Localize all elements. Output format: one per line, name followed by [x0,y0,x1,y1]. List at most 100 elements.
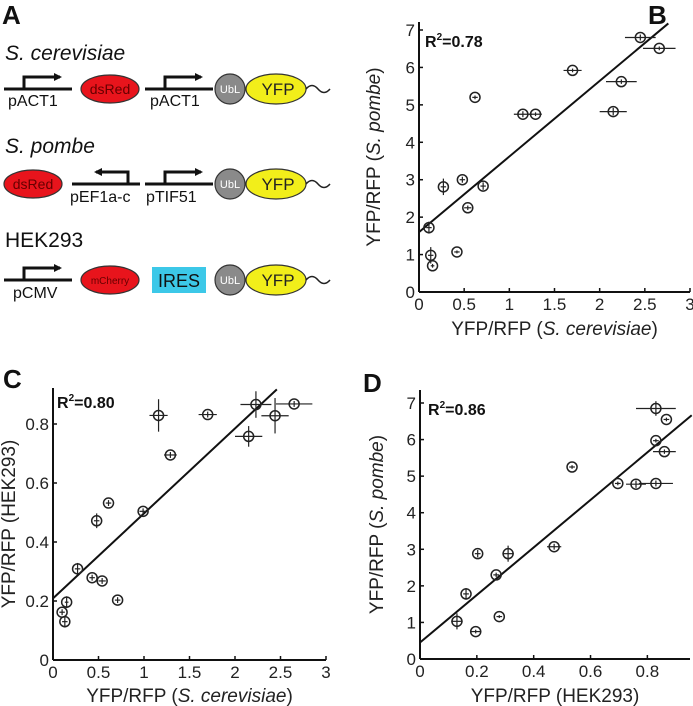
y-tick-label: 4 [407,504,416,523]
point-marker [269,409,281,422]
data-point [460,588,472,600]
y-tick-label: 6 [406,58,415,77]
ubl-icon [214,168,246,200]
degron-tail-icon [305,275,331,285]
y-axis-label: YFP/RFP (HEK293) [0,440,20,609]
label-part-italic: S. pombe [364,74,385,155]
data-point [462,202,474,214]
y-tick-label: 7 [406,21,415,40]
point-marker [137,505,149,518]
x-tick-label: 2 [230,663,239,682]
x-tick-label: 1.5 [543,295,567,314]
point-marker [612,477,624,490]
point-marker [660,413,673,426]
x-axis-label: YFP/RFP (S. cerevisiae) [86,686,293,706]
y-tick-label: 2 [406,208,415,227]
degron-tail-icon [305,84,331,94]
label-part: ) [651,319,657,340]
y-tick-label: 0 [406,283,415,302]
x-tick-label: 0.5 [452,295,476,314]
promoter-icon [145,73,213,91]
data-point [547,540,562,553]
tag-label: UbL [220,179,240,191]
y-tick-label: 6 [407,431,416,450]
point-marker [152,409,165,422]
data-point [111,594,124,606]
x-tick-label: 2.5 [633,295,657,314]
fluor-label: YFP [261,271,294,290]
point-marker [460,588,472,600]
data-point [566,461,578,473]
data-point [198,408,217,421]
point-marker [517,108,529,120]
data-point [502,545,514,562]
data-point [90,513,103,529]
data-point [477,180,489,192]
promoter-label: pACT1 [150,93,200,110]
ubl-icon [214,73,246,105]
data-point [456,173,469,186]
point-marker [250,398,262,411]
x-tick-label: 0.5 [87,663,111,682]
tag-label: UbL [220,275,240,287]
point-marker [71,563,84,575]
y-tick-label: 0.8 [25,415,49,434]
point-marker [469,91,481,104]
y-axis-label: YFP/RFP (S. pombe) [364,67,385,246]
r-squared-label: R2=0.86 [428,400,486,419]
y-tick-label: 2 [407,577,416,596]
tag-label: UbL [220,84,240,96]
label-part: ) [286,686,292,706]
fluor-label: YFP [261,80,294,99]
label-part: YFP/RFP ( [367,522,388,614]
data-point [493,610,506,623]
point-marker [423,221,435,234]
data-point [451,613,463,630]
x-tick-label: 2.5 [269,663,293,682]
data-point [605,75,637,88]
point-marker [634,31,647,44]
data-point [469,625,482,638]
panel-a: A S. cerevisiae pACT1 dsRed pACT1 UbL YF… [2,0,331,302]
data-point [235,426,263,447]
x-tick-label: 0 [415,662,424,681]
label-part: YFP/RFP ( [451,319,543,340]
ires-box [152,267,206,293]
promoter-label: pEF1a-c [70,189,130,206]
label-part: =0.78 [442,34,483,51]
dsred-icon [80,74,140,104]
point-marker [502,547,514,560]
x-axis-label: YFP/RFP (S. cerevisiae) [451,319,658,340]
r-squared-label: R2=0.78 [425,32,483,51]
data-point [660,413,673,426]
promoter-icon [4,264,72,282]
data-point [563,64,582,77]
promoter-label: pACT1 [8,93,58,110]
point-marker [90,515,103,527]
data-point [437,178,450,196]
x-tick-label: 1 [139,663,148,682]
data-point [102,497,115,509]
data-point [275,398,313,410]
label-part: ) [364,67,385,73]
x-tick-label: 1.5 [178,663,202,682]
y-tick-label: 1 [407,613,416,632]
y-tick-label: 0 [407,650,416,669]
point-marker [653,42,666,55]
label-part: YFP/RFP ( [86,686,178,706]
label-part: =0.86 [445,402,486,419]
data-point [71,562,84,575]
y-tick-label: 0.4 [25,533,49,552]
y-tick-label: 0 [40,651,49,670]
point-marker [86,571,98,584]
point-marker [60,596,73,608]
y-axis-label: YFP/RFP (S. pombe) [367,435,388,614]
x-tick-label: 1 [505,295,514,314]
y-tick-label: 0.6 [25,474,49,493]
point-marker [615,75,628,88]
data-point [60,596,73,609]
dsred-icon [3,169,63,199]
r-squared-label: R2=0.80 [57,393,115,412]
x-tick-label: 2 [595,295,604,314]
